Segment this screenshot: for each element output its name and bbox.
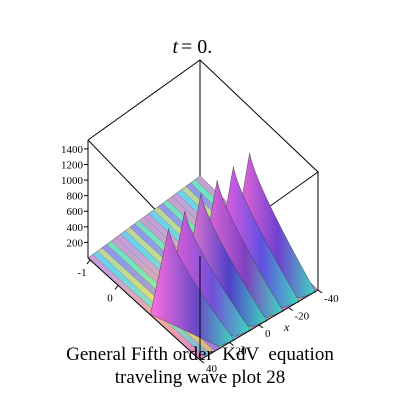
x-tick-label: 40 [206, 363, 218, 375]
caption-line-1: General Fifth order KdV equation [66, 344, 334, 365]
z-tick-label: 1400 [61, 144, 84, 156]
x-tick-label: 0 [265, 328, 271, 340]
title-variable: t [172, 36, 178, 58]
z-tick-label: 600 [67, 206, 84, 218]
y-tick-label: 0 [107, 293, 113, 305]
x-tick-mark [229, 342, 234, 346]
x-tick-mark [317, 289, 323, 294]
figure-caption: General Fifth order KdV equation traveli… [0, 343, 400, 389]
x-axis: -40 -20 0 20 40 [199, 289, 339, 375]
y-tick-label: -1 [77, 267, 86, 279]
soliton-peak [150, 228, 235, 347]
x-tick-mark [288, 307, 293, 311]
x-axis-label: x [283, 320, 290, 334]
z-axis: 200 400 600 800 1000 1200 1400 [61, 144, 88, 249]
y-tick-mark [114, 285, 119, 290]
x-tick-label: 20 [236, 346, 248, 358]
title-value: = 0. [181, 36, 212, 58]
z-tick-label: 1200 [61, 159, 84, 171]
x-tick-label: -20 [295, 311, 310, 323]
x-tick-label: -40 [324, 293, 339, 305]
y-tick-mark [86, 259, 91, 265]
z-tick-label: 400 [67, 222, 84, 234]
plot-title: t = 0. [172, 36, 212, 58]
y-axis: -1 0 [77, 259, 119, 305]
z-tick-label: 200 [67, 237, 84, 249]
caption-line-2: traveling wave plot 28 [114, 367, 286, 388]
x-tick-mark [258, 324, 264, 329]
soliton-peaks [150, 153, 316, 347]
z-tick-label: 1000 [61, 175, 84, 187]
z-tick-label: 800 [67, 191, 84, 203]
x-tick-mark [199, 359, 205, 364]
